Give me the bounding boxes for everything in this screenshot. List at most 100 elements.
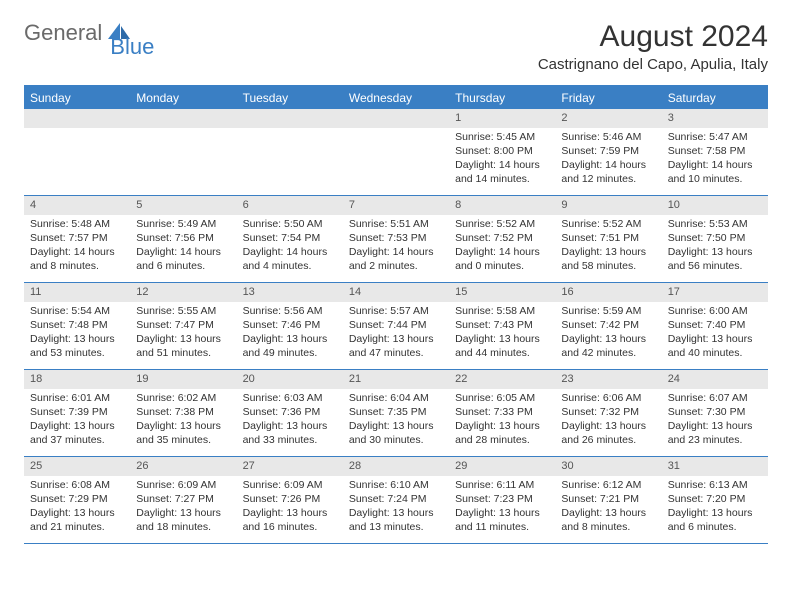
daylight-text: Daylight: 13 hours: [243, 419, 337, 433]
month-title: August 2024: [538, 20, 768, 54]
day-cell: 2Sunrise: 5:46 AMSunset: 7:59 PMDaylight…: [555, 109, 661, 195]
day-number: 6: [237, 196, 343, 215]
day-cell: 4 Sunrise: 5:48 AMSunset: 7:57 PMDaylight…: [24, 196, 130, 282]
daylight-text: Daylight: 13 hours: [455, 332, 549, 346]
day-number: 4: [24, 196, 130, 215]
day-cell: 31Sunrise: 6:13 AMSunset: 7:20 PMDayligh…: [662, 457, 768, 543]
day-number: 14: [343, 283, 449, 302]
sunset-text: Sunset: 7:26 PM: [243, 492, 337, 506]
day-body: [237, 128, 343, 188]
day-number: 13: [237, 283, 343, 302]
daylight-text: Daylight: 14 hours: [455, 158, 549, 172]
day-number: 8: [449, 196, 555, 215]
day-body: Sunrise: 6:00 AMSunset: 7:40 PMDaylight:…: [662, 302, 768, 365]
day-body: Sunrise: 6:09 AMSunset: 7:27 PMDaylight:…: [130, 476, 236, 539]
daylight-text: Daylight: 13 hours: [668, 506, 762, 520]
daylight-text: and 53 minutes.: [30, 346, 124, 360]
sunrise-text: Sunrise: 6:00 AM: [668, 304, 762, 318]
sunrise-text: Sunrise: 6:10 AM: [349, 478, 443, 492]
sunrise-text: Sunrise: 5:56 AM: [243, 304, 337, 318]
daylight-text: Daylight: 13 hours: [349, 332, 443, 346]
sunrise-text: Sunrise: 5:53 AM: [668, 217, 762, 231]
daylight-text: Daylight: 13 hours: [30, 332, 124, 346]
title-block: August 2024 Castrignano del Capo, Apulia…: [538, 20, 768, 73]
day-number: 5: [130, 196, 236, 215]
day-number: 27: [237, 457, 343, 476]
sunset-text: Sunset: 7:57 PM: [30, 231, 124, 245]
sunset-text: Sunset: 7:36 PM: [243, 405, 337, 419]
sunrise-text: Sunrise: 6:06 AM: [561, 391, 655, 405]
day-number: 15: [449, 283, 555, 302]
day-number: 10: [662, 196, 768, 215]
sunset-text: Sunset: 7:52 PM: [455, 231, 549, 245]
daylight-text: Daylight: 13 hours: [561, 506, 655, 520]
sunrise-text: Sunrise: 5:51 AM: [349, 217, 443, 231]
day-cell: 30Sunrise: 6:12 AMSunset: 7:21 PMDayligh…: [555, 457, 661, 543]
sunset-text: Sunset: 7:40 PM: [668, 318, 762, 332]
sunset-text: Sunset: 7:24 PM: [349, 492, 443, 506]
sunset-text: Sunset: 7:21 PM: [561, 492, 655, 506]
daylight-text: and 56 minutes.: [668, 259, 762, 273]
sunset-text: Sunset: 7:27 PM: [136, 492, 230, 506]
day-header: Wednesday: [343, 87, 449, 109]
sunset-text: Sunset: 7:48 PM: [30, 318, 124, 332]
daylight-text: and 58 minutes.: [561, 259, 655, 273]
daylight-text: and 35 minutes.: [136, 433, 230, 447]
sunset-text: Sunset: 7:58 PM: [668, 144, 762, 158]
daylight-text: and 44 minutes.: [455, 346, 549, 360]
day-cell: 18Sunrise: 6:01 AMSunset: 7:39 PMDayligh…: [24, 370, 130, 456]
day-number: 9: [555, 196, 661, 215]
sunset-text: Sunset: 7:56 PM: [136, 231, 230, 245]
sunrise-text: Sunrise: 6:02 AM: [136, 391, 230, 405]
daylight-text: and 12 minutes.: [561, 172, 655, 186]
sunset-text: Sunset: 7:44 PM: [349, 318, 443, 332]
sunset-text: Sunset: 7:30 PM: [668, 405, 762, 419]
daylight-text: Daylight: 14 hours: [30, 245, 124, 259]
day-header: Monday: [130, 87, 236, 109]
day-number: 22: [449, 370, 555, 389]
sunset-text: Sunset: 7:33 PM: [455, 405, 549, 419]
daylight-text: Daylight: 13 hours: [561, 332, 655, 346]
daylight-text: Daylight: 13 hours: [668, 245, 762, 259]
daylight-text: Daylight: 13 hours: [30, 506, 124, 520]
sunrise-text: Sunrise: 5:50 AM: [243, 217, 337, 231]
sunrise-text: Sunrise: 6:09 AM: [136, 478, 230, 492]
day-number: 24: [662, 370, 768, 389]
sunrise-text: Sunrise: 5:48 AM: [30, 217, 124, 231]
daylight-text: Daylight: 14 hours: [136, 245, 230, 259]
sunset-text: Sunset: 7:20 PM: [668, 492, 762, 506]
day-cell: 21Sunrise: 6:04 AMSunset: 7:35 PMDayligh…: [343, 370, 449, 456]
day-cell: 5Sunrise: 5:49 AMSunset: 7:56 PMDaylight…: [130, 196, 236, 282]
day-cell: [237, 109, 343, 195]
day-number: 1: [449, 109, 555, 128]
day-body: Sunrise: 6:10 AMSunset: 7:24 PMDaylight:…: [343, 476, 449, 539]
day-cell: 20Sunrise: 6:03 AMSunset: 7:36 PMDayligh…: [237, 370, 343, 456]
daylight-text: Daylight: 14 hours: [455, 245, 549, 259]
location-text: Castrignano del Capo, Apulia, Italy: [538, 56, 768, 73]
day-number: 18: [24, 370, 130, 389]
sunrise-text: Sunrise: 5:45 AM: [455, 130, 549, 144]
day-cell: 24Sunrise: 6:07 AMSunset: 7:30 PMDayligh…: [662, 370, 768, 456]
day-cell: 11Sunrise: 5:54 AMSunset: 7:48 PMDayligh…: [24, 283, 130, 369]
day-number: 30: [555, 457, 661, 476]
day-cell: [24, 109, 130, 195]
sunset-text: Sunset: 7:42 PM: [561, 318, 655, 332]
day-number: 2: [555, 109, 661, 128]
day-cell: 27 Sunrise: 6:09 AMSunset: 7:26 PMDayligh…: [237, 457, 343, 543]
sunset-text: Sunset: 7:50 PM: [668, 231, 762, 245]
sunset-text: Sunset: 7:54 PM: [243, 231, 337, 245]
daylight-text: and 40 minutes.: [668, 346, 762, 360]
day-number: 3: [662, 109, 768, 128]
daylight-text: and 10 minutes.: [668, 172, 762, 186]
day-body: Sunrise: 5:52 AMSunset: 7:52 PMDaylight:…: [449, 215, 555, 278]
day-number: 23: [555, 370, 661, 389]
day-number: 11: [24, 283, 130, 302]
day-cell: 28Sunrise: 6:10 AMSunset: 7:24 PMDayligh…: [343, 457, 449, 543]
daylight-text: Daylight: 13 hours: [136, 332, 230, 346]
daylight-text: Daylight: 13 hours: [243, 506, 337, 520]
sunrise-text: Sunrise: 6:09 AM: [243, 478, 337, 492]
day-cell: 23Sunrise: 6:06 AMSunset: 7:32 PMDayligh…: [555, 370, 661, 456]
day-body: Sunrise: 6:02 AMSunset: 7:38 PMDaylight:…: [130, 389, 236, 452]
day-number: 16: [555, 283, 661, 302]
daylight-text: and 6 minutes.: [136, 259, 230, 273]
